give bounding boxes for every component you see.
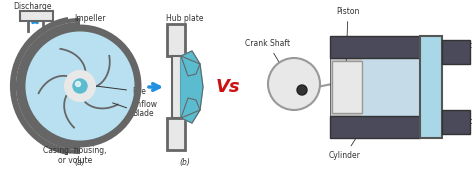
Text: Eye: Eye <box>91 85 146 96</box>
Text: Vs: Vs <box>216 78 240 96</box>
Text: Piston: Piston <box>337 7 360 93</box>
Circle shape <box>65 71 95 101</box>
FancyBboxPatch shape <box>167 118 185 150</box>
Text: (b): (b) <box>180 158 191 167</box>
Text: Water Outlet: Water Outlet <box>423 40 472 49</box>
FancyBboxPatch shape <box>332 61 362 113</box>
FancyBboxPatch shape <box>330 36 420 58</box>
Text: (a): (a) <box>75 158 85 167</box>
FancyBboxPatch shape <box>362 58 420 116</box>
FancyBboxPatch shape <box>167 24 185 56</box>
FancyBboxPatch shape <box>20 11 53 21</box>
Text: Hub plate: Hub plate <box>166 14 204 23</box>
Circle shape <box>22 28 138 144</box>
Circle shape <box>268 58 320 110</box>
Text: Casing, housing,
or volute: Casing, housing, or volute <box>43 146 107 165</box>
FancyBboxPatch shape <box>420 36 442 138</box>
Circle shape <box>75 81 81 86</box>
Text: Cylinder: Cylinder <box>329 118 368 160</box>
Text: Water Inlet: Water Inlet <box>430 118 472 127</box>
Polygon shape <box>181 98 200 123</box>
Text: Discharge: Discharge <box>13 2 52 11</box>
Polygon shape <box>181 51 200 76</box>
FancyBboxPatch shape <box>330 116 420 138</box>
Polygon shape <box>181 56 203 118</box>
Text: Impeller: Impeller <box>74 14 106 23</box>
FancyBboxPatch shape <box>442 110 470 134</box>
Circle shape <box>73 79 87 93</box>
FancyBboxPatch shape <box>172 56 181 118</box>
FancyBboxPatch shape <box>442 40 470 64</box>
Circle shape <box>297 85 307 95</box>
Text: Crank Shaft: Crank Shaft <box>246 39 291 72</box>
Text: Inflow: Inflow <box>134 100 157 109</box>
Text: Blade: Blade <box>113 103 154 118</box>
FancyBboxPatch shape <box>330 58 420 116</box>
